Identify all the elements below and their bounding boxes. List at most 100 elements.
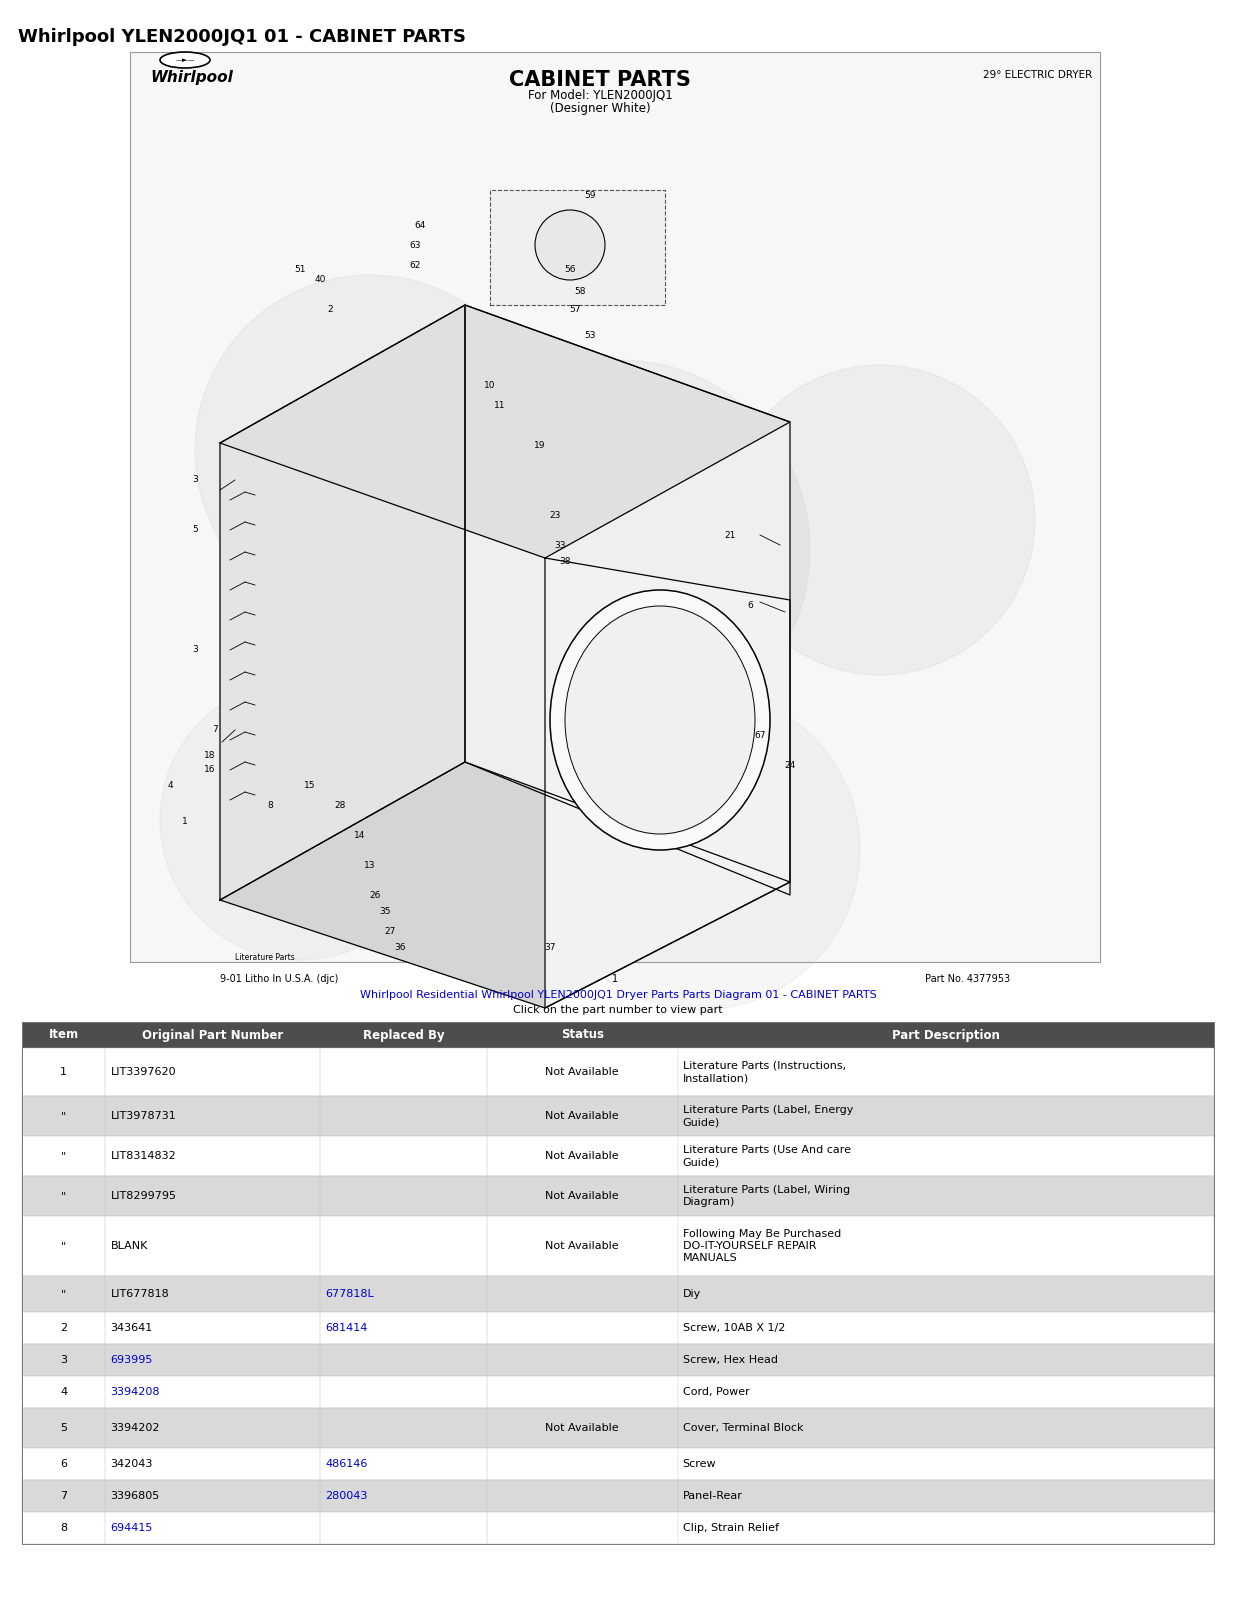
Text: Item: Item [48, 1029, 79, 1042]
Text: 3: 3 [61, 1355, 67, 1365]
Text: ": " [61, 1110, 67, 1122]
Text: Screw, 10AB X 1/2: Screw, 10AB X 1/2 [683, 1323, 785, 1333]
Circle shape [541, 690, 860, 1010]
Text: 8: 8 [61, 1523, 67, 1533]
Text: 67: 67 [755, 731, 766, 739]
Text: 16: 16 [204, 765, 215, 774]
Text: Whirlpool Residential Whirlpool YLEN2000JQ1 Dryer Parts Parts Diagram 01 - CABIN: Whirlpool Residential Whirlpool YLEN2000… [360, 990, 876, 1000]
Text: Whirlpool: Whirlpool [150, 70, 233, 85]
Text: Panel-Rear: Panel-Rear [683, 1491, 742, 1501]
Text: 62: 62 [409, 261, 421, 269]
Text: 37: 37 [544, 942, 555, 952]
Bar [22, 1176, 1213, 1216]
Text: Literature Parts (Label, Energy
Guide): Literature Parts (Label, Energy Guide) [683, 1104, 854, 1126]
Bar [22, 1312, 1213, 1344]
Text: 29° ELECTRIC DRYER: 29° ELECTRIC DRYER [982, 70, 1092, 80]
Text: 3: 3 [192, 475, 198, 485]
Text: 4: 4 [167, 781, 173, 789]
Bar [22, 1022, 1213, 1544]
Polygon shape [220, 762, 790, 1008]
Text: 64: 64 [414, 221, 426, 229]
Text: Cord, Power: Cord, Power [683, 1387, 750, 1397]
Bar [22, 1408, 1213, 1448]
Text: 14: 14 [354, 830, 366, 840]
Text: 280043: 280043 [325, 1491, 367, 1501]
Text: Literature Parts (Instructions,
Installation): Literature Parts (Instructions, Installa… [683, 1061, 846, 1083]
Text: 10: 10 [484, 381, 496, 389]
Ellipse shape [565, 606, 755, 834]
Text: 3394208: 3394208 [110, 1387, 160, 1397]
Bar [22, 1376, 1213, 1408]
Bar [22, 1096, 1213, 1136]
Polygon shape [220, 306, 465, 899]
Text: 1: 1 [61, 1067, 67, 1077]
Text: 6: 6 [747, 600, 753, 610]
Text: Clip, Strain Relief: Clip, Strain Relief [683, 1523, 778, 1533]
Text: 56: 56 [564, 266, 575, 275]
Text: 33: 33 [554, 541, 565, 549]
Text: Following May Be Purchased
DO-IT-YOURSELF REPAIR
MANUALS: Following May Be Purchased DO-IT-YOURSEL… [683, 1229, 841, 1264]
Text: 6: 6 [61, 1459, 67, 1469]
Text: 40: 40 [314, 275, 325, 285]
Text: 3394202: 3394202 [110, 1422, 160, 1434]
Text: —►—: —►— [176, 58, 194, 62]
Text: LIT8314832: LIT8314832 [110, 1150, 176, 1162]
Bar [22, 1448, 1213, 1480]
Text: 58: 58 [574, 288, 586, 296]
Text: Not Available: Not Available [546, 1242, 618, 1251]
Text: 28: 28 [334, 800, 345, 810]
Text: Literature Parts (Use And care
Guide): Literature Parts (Use And care Guide) [683, 1146, 851, 1168]
Text: 3396805: 3396805 [110, 1491, 160, 1501]
Text: Whirlpool YLEN2000JQ1 01 - CABINET PARTS: Whirlpool YLEN2000JQ1 01 - CABINET PARTS [19, 27, 466, 46]
Text: Not Available: Not Available [546, 1110, 618, 1122]
Text: 681414: 681414 [325, 1323, 367, 1333]
Ellipse shape [550, 590, 769, 850]
Text: ": " [61, 1290, 67, 1299]
Text: 4: 4 [61, 1387, 67, 1397]
Bar [130, 51, 1100, 962]
Bar [22, 1216, 1213, 1277]
Text: 5: 5 [192, 525, 198, 534]
Text: Screw, Hex Head: Screw, Hex Head [683, 1355, 778, 1365]
Polygon shape [465, 306, 790, 894]
Text: 36: 36 [395, 942, 406, 952]
Text: 1: 1 [612, 974, 618, 984]
Text: 35: 35 [380, 907, 391, 917]
Text: Not Available: Not Available [546, 1422, 618, 1434]
Text: 486146: 486146 [325, 1459, 367, 1469]
Text: Status: Status [560, 1029, 604, 1042]
Text: 1: 1 [182, 818, 188, 827]
Text: 27: 27 [385, 928, 396, 936]
Bar [22, 1277, 1213, 1312]
Text: 7: 7 [212, 725, 218, 734]
Text: Screw: Screw [683, 1459, 716, 1469]
Text: 677818L: 677818L [325, 1290, 374, 1299]
Text: 24: 24 [784, 760, 795, 770]
Text: Literature Parts (Label, Wiring
Diagram): Literature Parts (Label, Wiring Diagram) [683, 1184, 850, 1206]
Text: Not Available: Not Available [546, 1190, 618, 1202]
Circle shape [195, 275, 546, 626]
Ellipse shape [534, 210, 605, 280]
Text: LIT3978731: LIT3978731 [110, 1110, 176, 1122]
Text: 53: 53 [584, 331, 596, 339]
Bar [22, 1344, 1213, 1376]
Circle shape [160, 680, 440, 960]
Text: 8: 8 [267, 800, 273, 810]
Text: LIT677818: LIT677818 [110, 1290, 169, 1299]
Text: 59: 59 [584, 190, 596, 200]
Text: 19: 19 [534, 440, 546, 450]
Text: Replaced By: Replaced By [362, 1029, 444, 1042]
Text: 9-01 Litho In U.S.A. (djc): 9-01 Litho In U.S.A. (djc) [220, 974, 339, 984]
Text: Cover, Terminal Block: Cover, Terminal Block [683, 1422, 803, 1434]
Text: 63: 63 [409, 240, 421, 250]
Text: Click on the part number to view part: Click on the part number to view part [513, 1005, 722, 1014]
Text: 18: 18 [204, 750, 215, 760]
Text: 3: 3 [192, 645, 198, 654]
Bar [22, 1480, 1213, 1512]
Text: ": " [61, 1242, 67, 1251]
Text: 11: 11 [495, 400, 506, 410]
Text: 38: 38 [559, 557, 570, 566]
Text: Part No. 4377953: Part No. 4377953 [925, 974, 1009, 984]
Text: ": " [61, 1190, 67, 1202]
Text: 694415: 694415 [110, 1523, 153, 1533]
